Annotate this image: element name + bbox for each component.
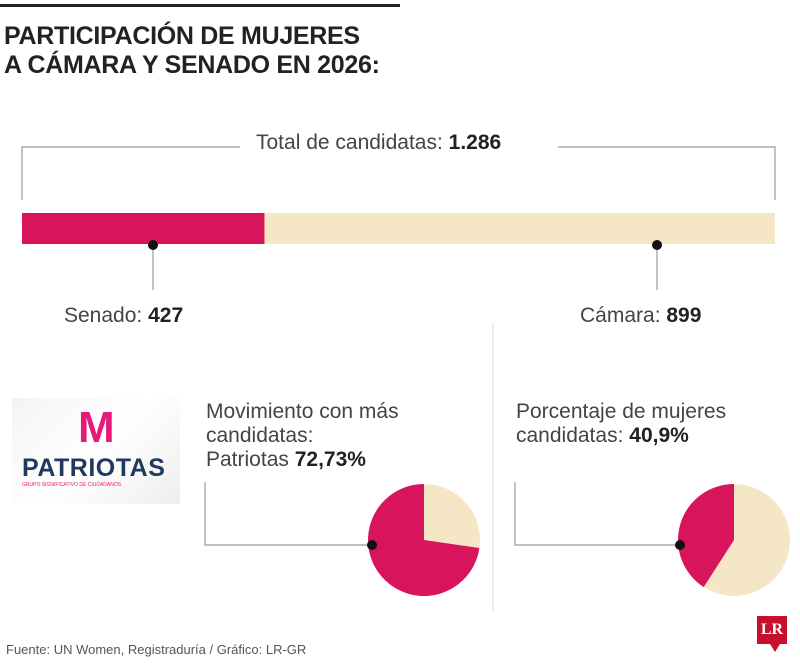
source-note: Fuente: UN Women, Registraduría / Gráfic…	[6, 642, 307, 657]
lr-brand-text: LR	[760, 621, 784, 638]
porcentaje-leader	[514, 482, 680, 546]
pie-slice-patriotas	[368, 484, 480, 596]
movimiento-line-1: Movimiento con más	[206, 400, 399, 423]
lr-logo-tail	[770, 644, 780, 652]
pie-patriotas	[368, 484, 480, 596]
total-bracket-right	[558, 146, 776, 200]
porcentaje-line-1: Porcentaje de mujeres	[516, 400, 727, 423]
senado-dot	[148, 240, 158, 250]
movimiento-dot	[367, 540, 377, 550]
logo-m-mark: M	[78, 403, 115, 452]
movimiento-value: 72,73%	[294, 448, 366, 471]
porcentaje-text: Porcentaje de mujeres candidatas: 40,9%	[516, 400, 726, 448]
senado-label-text: Senado:	[64, 304, 143, 327]
patriotas-logo: M PATRIOTAS GRUPO SIGNIFICATIVO DE CIUDA…	[12, 398, 180, 504]
movimiento-party: Patriotas	[206, 448, 289, 471]
bar-camara	[264, 213, 775, 244]
pie-slice-otros	[424, 484, 480, 548]
porcentaje-line-2: candidatas: 40,9%	[516, 424, 726, 448]
porcentaje-label: candidatas:	[516, 424, 624, 447]
camara-dot	[652, 240, 662, 250]
camara-value: 899	[666, 304, 702, 327]
senado-label: Senado: 427	[64, 304, 183, 328]
logo-subtext: GRUPO SIGNIFICATIVO DE CIUDADANOS	[22, 482, 122, 488]
movimiento-line-2: candidatas:	[206, 424, 314, 447]
senado-value: 427	[148, 304, 184, 327]
title-line-2: A CÁMARA Y SENADO EN 2026:	[4, 51, 380, 79]
title-line-1: PARTICIPACIÓN DE MUJERES	[4, 22, 360, 50]
movimiento-leader	[204, 482, 372, 546]
porcentaje-value: 40,9%	[629, 424, 689, 447]
pie-slice-hombres	[703, 484, 791, 596]
porcentaje-dot	[675, 540, 685, 550]
total-bracket-left	[21, 146, 240, 200]
movimiento-text: Movimiento con más candidatas: Patriotas…	[206, 400, 399, 472]
title: PARTICIPACIÓN DE MUJERES A CÁMARA Y SENA…	[4, 22, 380, 80]
total-label: Total de candidatas: 1.286	[256, 131, 501, 155]
total-value: 1.286	[448, 131, 502, 154]
lr-brand-logo: LR	[757, 616, 787, 644]
camara-label-text: Cámara:	[580, 304, 661, 327]
bar-senado	[22, 213, 265, 244]
logo-text: PATRIOTAS	[22, 454, 166, 482]
camara-label: Cámara: 899	[580, 304, 701, 328]
pie-mujeres	[678, 484, 791, 596]
total-label-text: Total de candidatas:	[256, 131, 443, 154]
movimiento-line-3: Patriotas 72,73%	[206, 448, 399, 472]
pie-slice-mujeres	[678, 484, 734, 588]
top-rule	[0, 4, 400, 7]
